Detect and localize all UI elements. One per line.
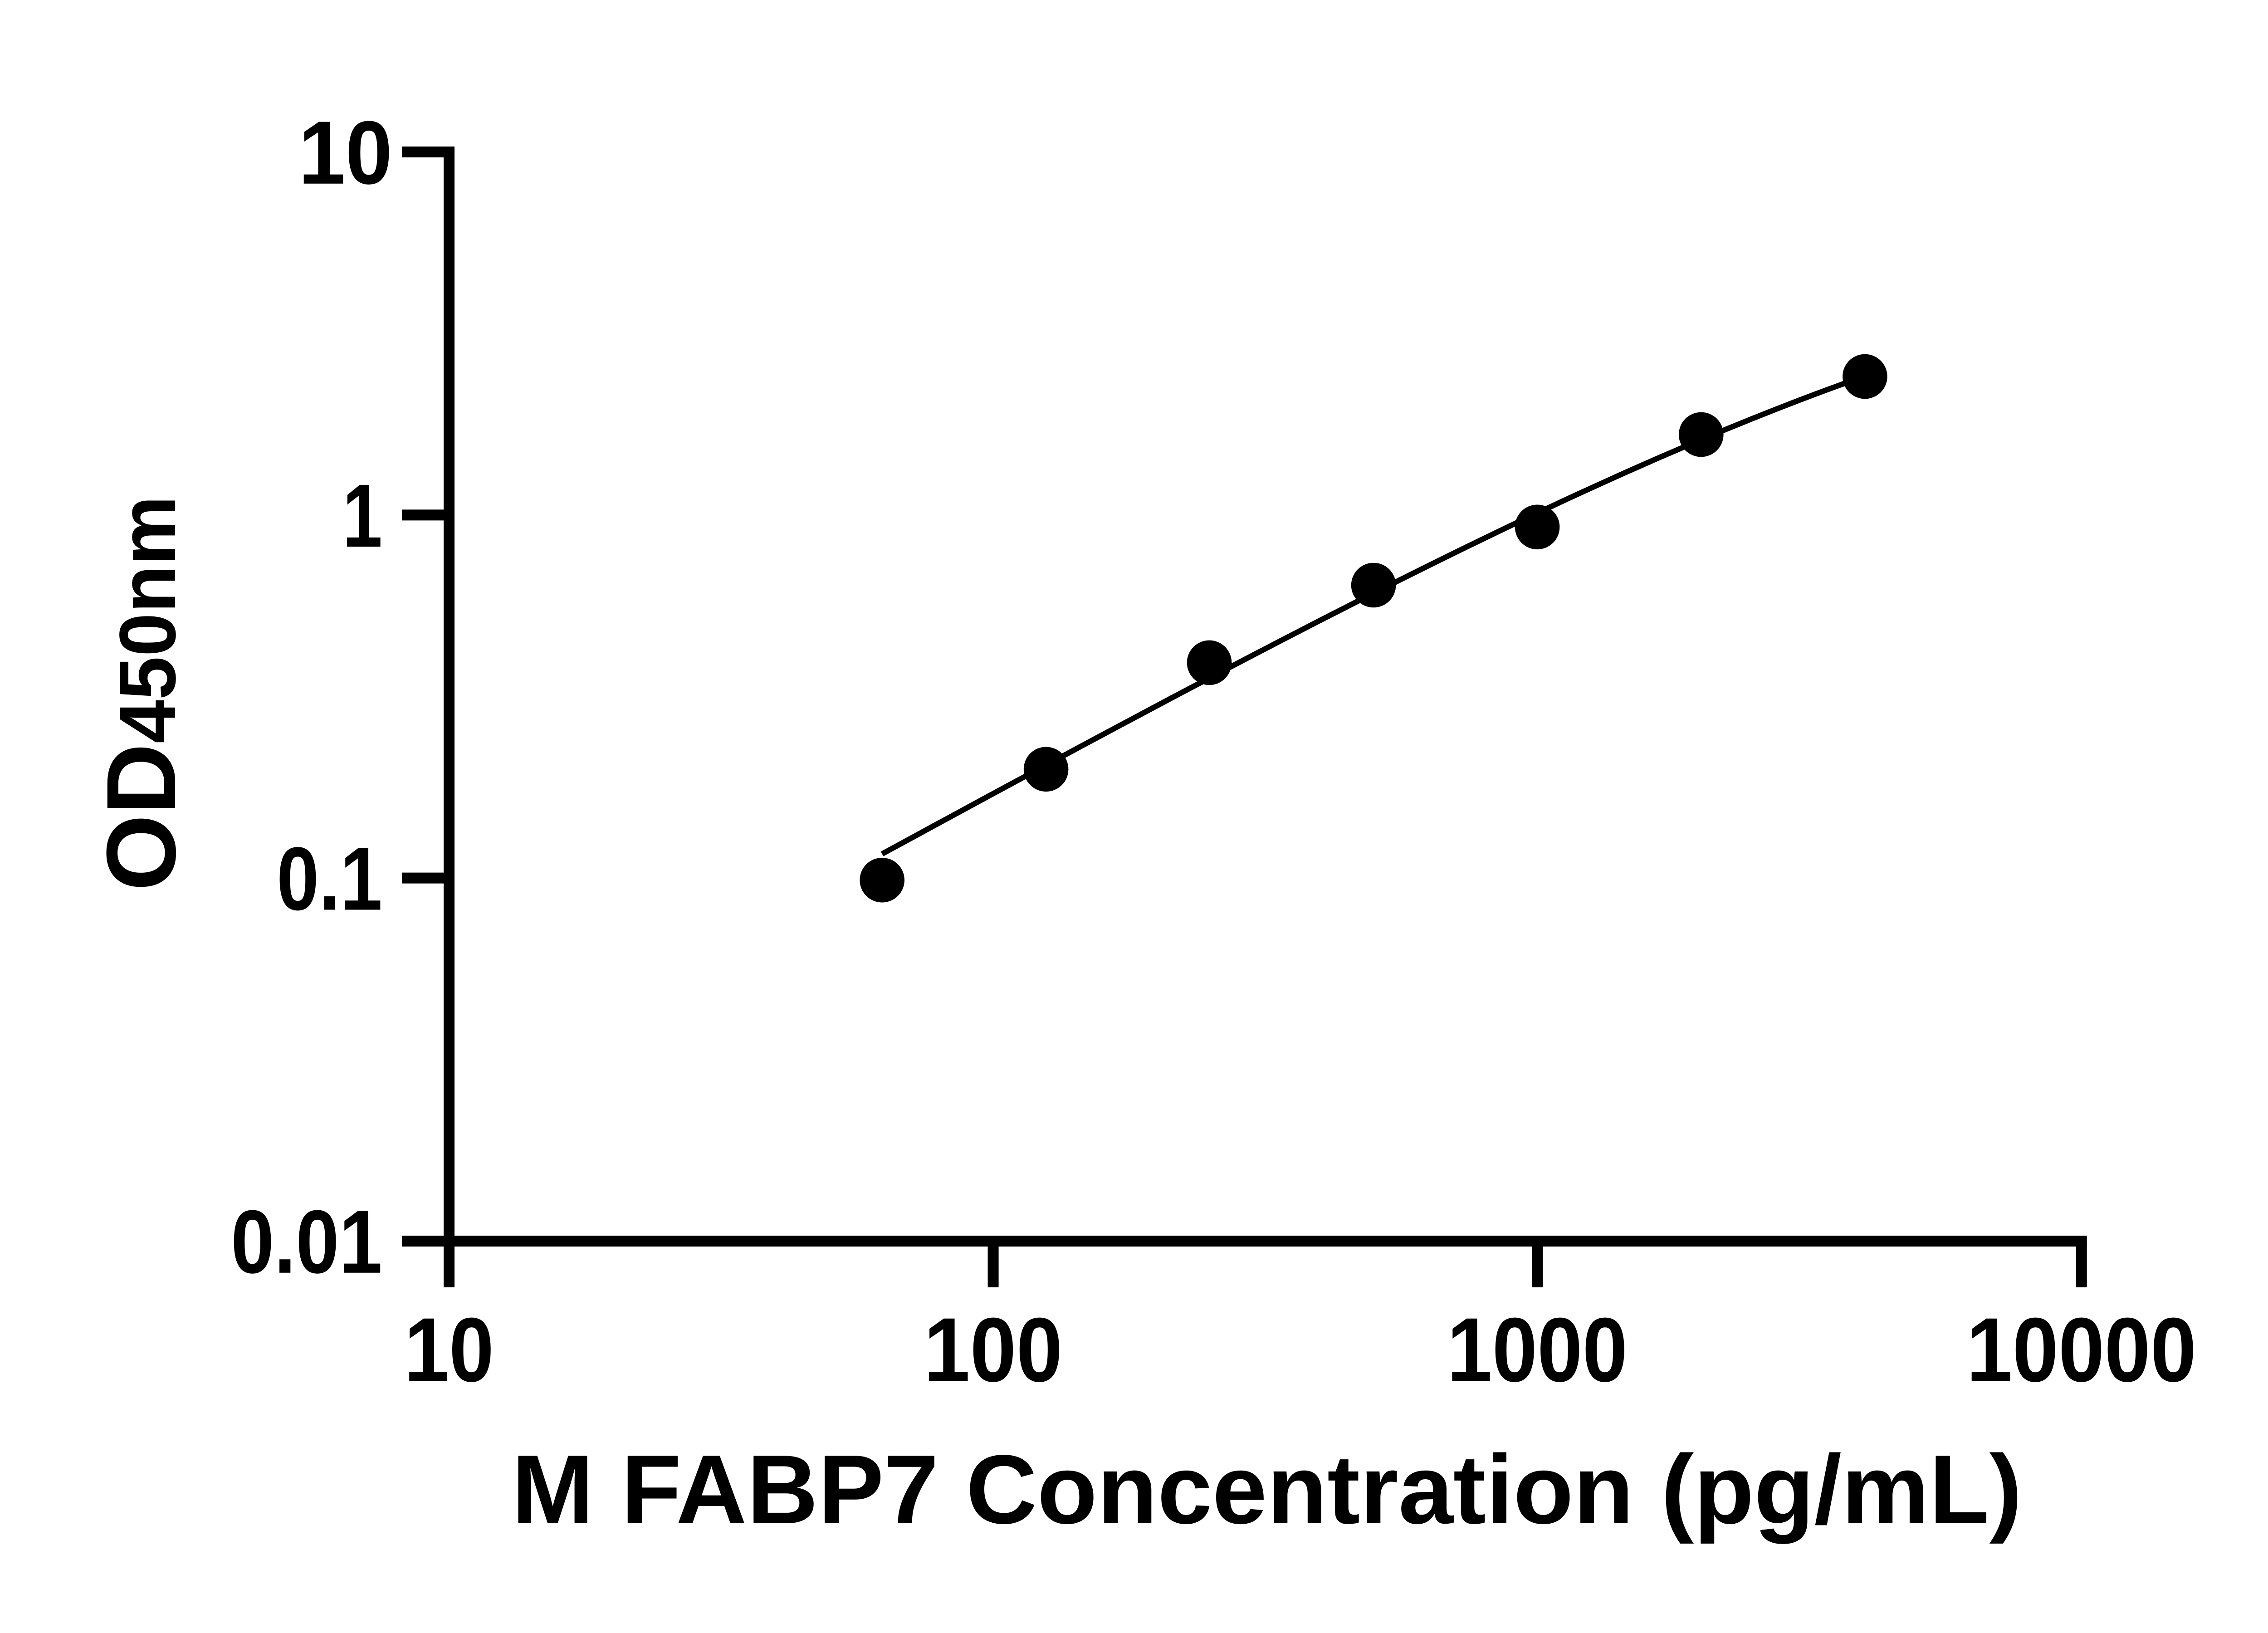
svg-text:10000: 10000 [1966,1299,2196,1401]
svg-text:1: 1 [342,465,382,566]
svg-text:100: 100 [924,1299,1063,1401]
svg-text:0.1: 0.1 [277,829,382,929]
svg-text:10: 10 [404,1299,494,1401]
svg-text:OD450nm: OD450nm [86,496,196,891]
svg-text:M FABP7 Concentration (pg/mL): M FABP7 Concentration (pg/mL) [512,1434,2022,1544]
svg-text:1000: 1000 [1447,1299,1628,1401]
svg-text:0.01: 0.01 [231,1192,382,1292]
svg-text:10: 10 [298,103,392,203]
